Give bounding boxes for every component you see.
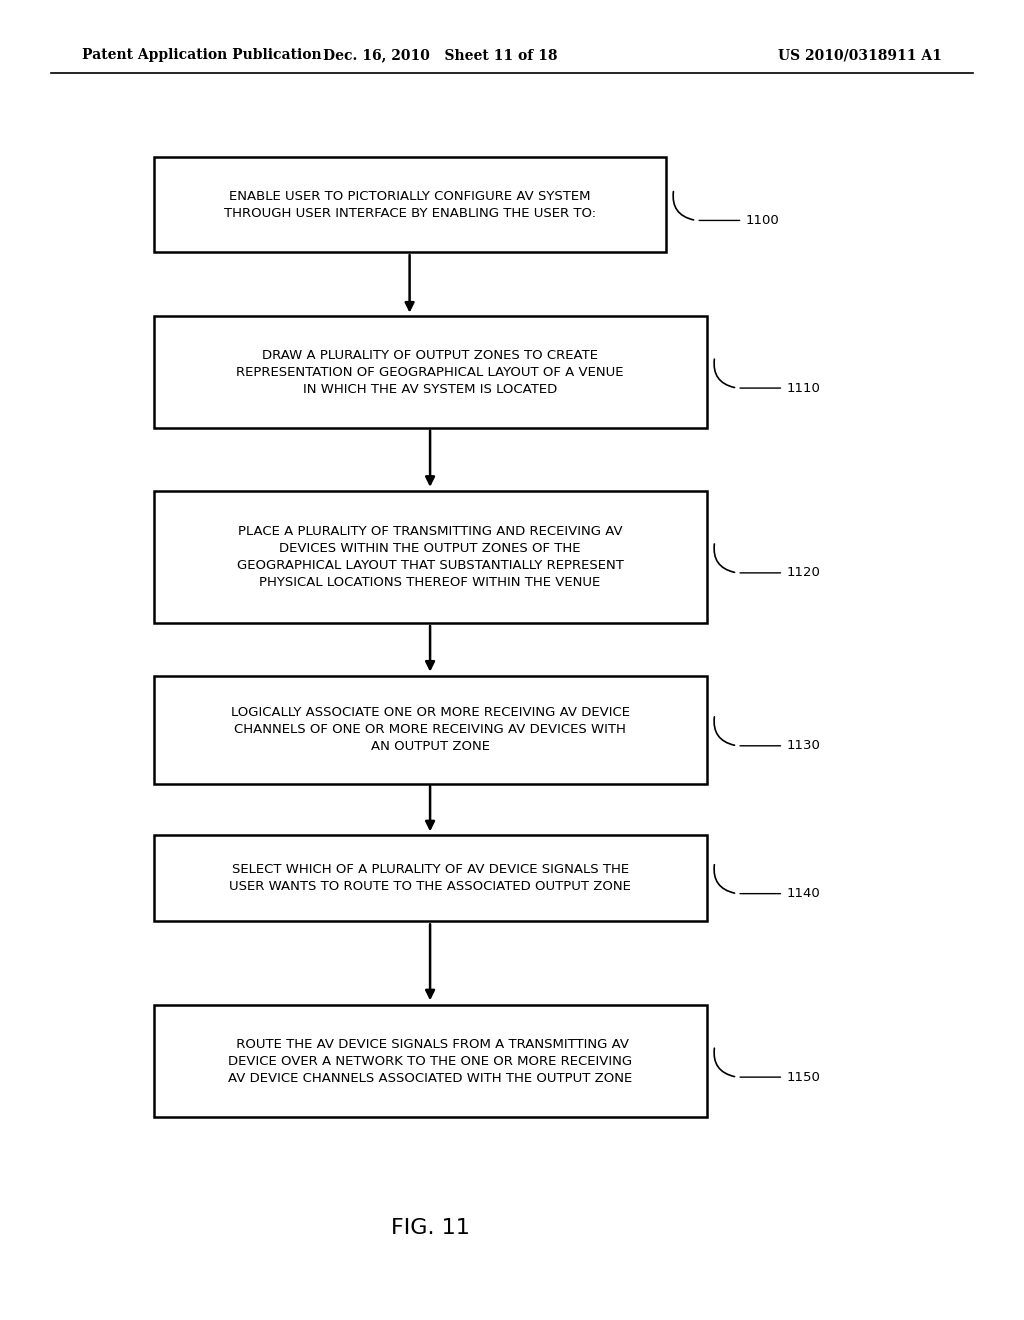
FancyBboxPatch shape [154, 317, 707, 428]
Text: 1120: 1120 [786, 566, 820, 579]
FancyBboxPatch shape [154, 491, 707, 623]
Text: ENABLE USER TO PICTORIALLY CONFIGURE AV SYSTEM
THROUGH USER INTERFACE BY ENABLIN: ENABLE USER TO PICTORIALLY CONFIGURE AV … [223, 190, 596, 219]
FancyBboxPatch shape [154, 676, 707, 784]
Text: US 2010/0318911 A1: US 2010/0318911 A1 [778, 49, 942, 62]
Text: FIG. 11: FIG. 11 [390, 1217, 470, 1238]
Text: DRAW A PLURALITY OF OUTPUT ZONES TO CREATE
REPRESENTATION OF GEOGRAPHICAL LAYOUT: DRAW A PLURALITY OF OUTPUT ZONES TO CREA… [237, 348, 624, 396]
Text: 1130: 1130 [786, 739, 820, 752]
Text: LOGICALLY ASSOCIATE ONE OR MORE RECEIVING AV DEVICE
CHANNELS OF ONE OR MORE RECE: LOGICALLY ASSOCIATE ONE OR MORE RECEIVIN… [230, 706, 630, 754]
Text: ROUTE THE AV DEVICE SIGNALS FROM A TRANSMITTING AV
DEVICE OVER A NETWORK TO THE : ROUTE THE AV DEVICE SIGNALS FROM A TRANS… [228, 1038, 632, 1085]
Text: PLACE A PLURALITY OF TRANSMITTING AND RECEIVING AV
DEVICES WITHIN THE OUTPUT ZON: PLACE A PLURALITY OF TRANSMITTING AND RE… [237, 525, 624, 589]
Text: SELECT WHICH OF A PLURALITY OF AV DEVICE SIGNALS THE
USER WANTS TO ROUTE TO THE : SELECT WHICH OF A PLURALITY OF AV DEVICE… [229, 863, 631, 892]
Text: Dec. 16, 2010   Sheet 11 of 18: Dec. 16, 2010 Sheet 11 of 18 [323, 49, 558, 62]
FancyBboxPatch shape [154, 836, 707, 921]
FancyBboxPatch shape [154, 1006, 707, 1117]
Text: Patent Application Publication: Patent Application Publication [82, 49, 322, 62]
Text: 1150: 1150 [786, 1071, 820, 1084]
Text: 1140: 1140 [786, 887, 820, 900]
Text: 1100: 1100 [745, 214, 779, 227]
FancyBboxPatch shape [154, 157, 666, 252]
Text: 1110: 1110 [786, 381, 820, 395]
